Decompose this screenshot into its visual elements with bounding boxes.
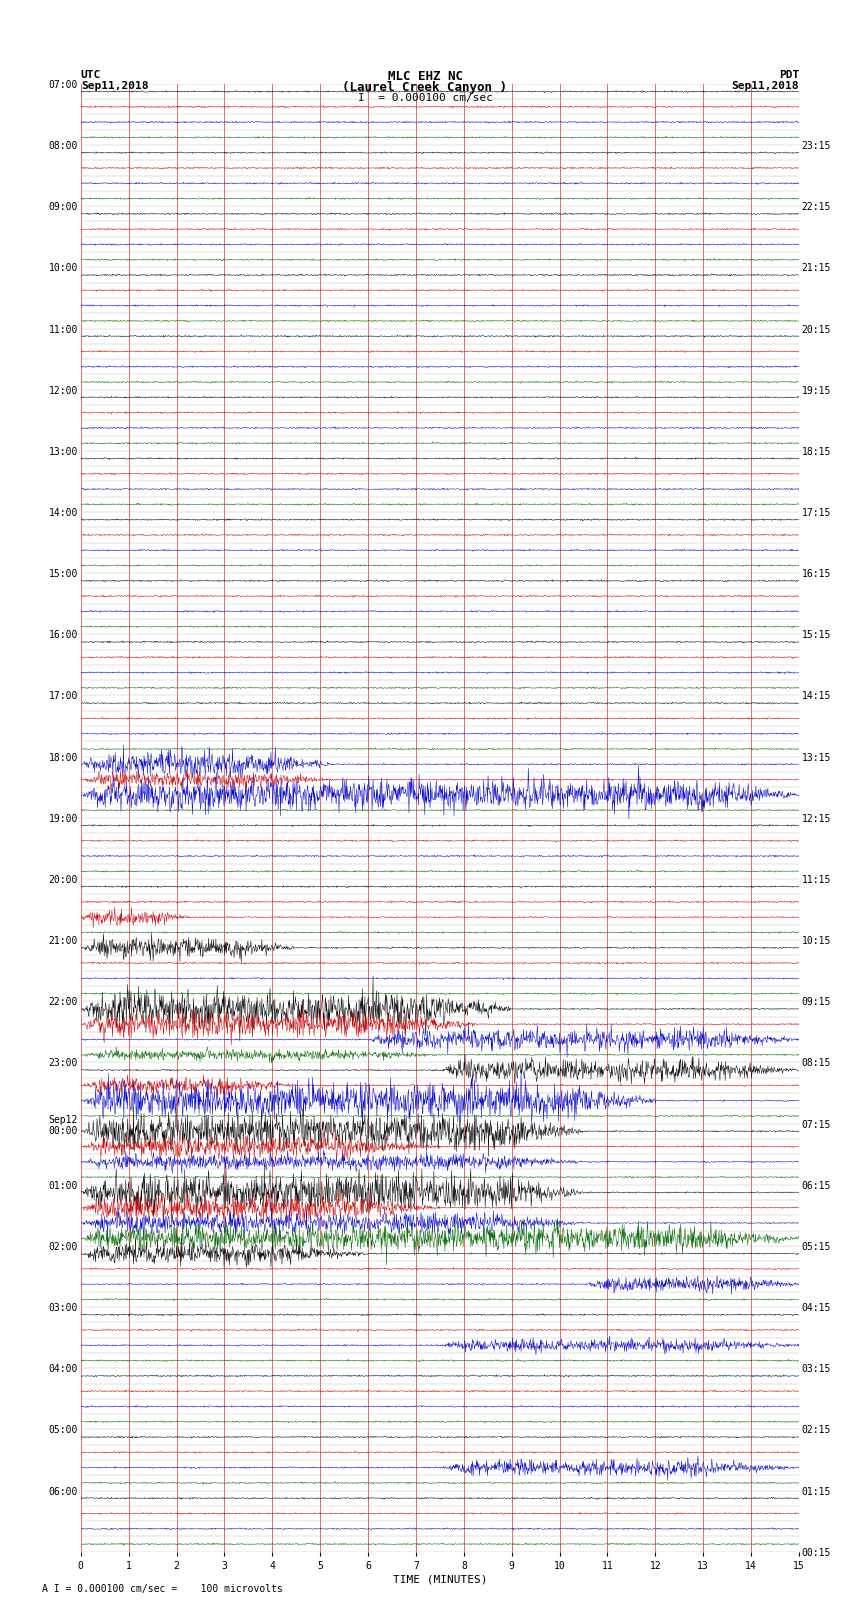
Text: I  = 0.000100 cm/sec: I = 0.000100 cm/sec — [358, 92, 492, 103]
Text: UTC: UTC — [81, 71, 101, 81]
Text: (Laurel Creek Canyon ): (Laurel Creek Canyon ) — [343, 82, 507, 95]
Text: Sep11,2018: Sep11,2018 — [732, 82, 799, 92]
Text: MLC EHZ NC: MLC EHZ NC — [388, 71, 462, 84]
X-axis label: TIME (MINUTES): TIME (MINUTES) — [393, 1574, 487, 1586]
Text: Sep11,2018: Sep11,2018 — [81, 82, 148, 92]
Text: PDT: PDT — [779, 71, 799, 81]
Text: A I = 0.000100 cm/sec =    100 microvolts: A I = 0.000100 cm/sec = 100 microvolts — [42, 1584, 283, 1594]
